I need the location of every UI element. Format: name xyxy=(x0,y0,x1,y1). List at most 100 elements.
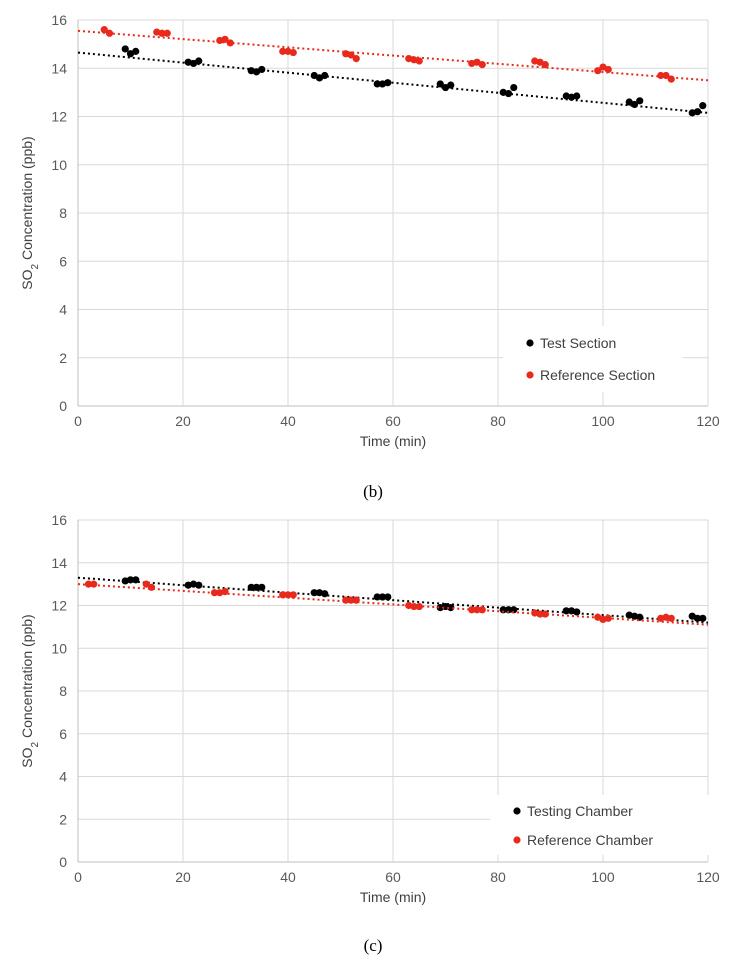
legend-marker xyxy=(526,371,534,379)
x-tick-label: 40 xyxy=(280,413,296,429)
y-tick-label: 6 xyxy=(59,253,67,269)
data-point xyxy=(352,55,360,63)
data-point xyxy=(247,583,255,591)
chart-panel-c: 0 2 4 6 8 10 12 14 16 0 20 40 60 80 100 120 Time (min) SO… xyxy=(19,512,720,955)
chart-panel-b: 0 2 4 6 8 10 12 14 16 0 20 40 60 80 100 120 Time (min) SO… xyxy=(19,12,720,501)
data-point xyxy=(321,590,329,598)
data-point xyxy=(504,89,513,98)
data-point xyxy=(163,29,171,37)
data-point xyxy=(289,48,297,57)
x-tick-label: 0 xyxy=(74,413,82,429)
data-point xyxy=(473,606,481,614)
x-tick-label: 100 xyxy=(591,869,615,885)
data-point xyxy=(594,67,602,75)
data-point xyxy=(693,614,702,622)
data-point xyxy=(284,591,292,599)
data-point xyxy=(121,45,129,53)
x-tick-label: 20 xyxy=(175,413,191,429)
data-point xyxy=(657,71,665,80)
y-tick-label: 6 xyxy=(59,726,67,742)
data-point xyxy=(478,606,486,614)
data-point xyxy=(415,602,423,611)
data-point xyxy=(105,29,114,37)
data-point xyxy=(310,589,318,597)
y-tick-label: 10 xyxy=(51,640,67,656)
y-tick-label: 0 xyxy=(59,854,67,870)
data-point xyxy=(478,61,486,69)
data-point xyxy=(662,71,670,80)
y-tick-label: 8 xyxy=(59,683,67,699)
legend-box xyxy=(490,795,715,855)
data-point xyxy=(504,606,513,614)
x-tick-label: 0 xyxy=(74,869,82,885)
y-tick-label: 12 xyxy=(51,598,67,614)
data-point xyxy=(699,614,707,622)
data-point xyxy=(541,610,549,618)
data-point xyxy=(447,81,455,89)
data-point xyxy=(636,97,644,105)
y-tick-label: 4 xyxy=(59,769,67,785)
data-point xyxy=(158,29,166,37)
data-point xyxy=(289,591,297,599)
data-point xyxy=(221,35,229,43)
data-point xyxy=(384,593,392,601)
data-point xyxy=(436,80,444,88)
data-point xyxy=(630,100,639,109)
y-tick-label: 10 xyxy=(51,157,67,173)
data-point xyxy=(536,610,544,618)
y-tick-label: 16 xyxy=(51,12,67,28)
legend-label: Reference Section xyxy=(540,367,655,383)
legend: Test Section Reference Section xyxy=(503,326,683,392)
data-point xyxy=(132,576,140,584)
x-tick-label: 80 xyxy=(490,413,506,429)
series-test-section xyxy=(77,45,709,117)
data-point xyxy=(258,65,266,74)
data-point xyxy=(100,26,108,34)
data-point xyxy=(210,589,219,597)
data-point xyxy=(90,580,98,588)
trendline xyxy=(77,51,709,114)
data-point xyxy=(468,606,476,614)
data-point xyxy=(499,606,507,614)
data-point xyxy=(447,604,455,612)
data-point xyxy=(541,61,549,69)
data-point xyxy=(126,576,135,584)
data-point xyxy=(252,583,261,591)
data-point xyxy=(258,583,266,591)
legend: Testing Chamber Reference Chamber xyxy=(490,795,715,855)
data-point xyxy=(347,596,355,604)
legend-label: Testing Chamber xyxy=(527,803,633,819)
y-axis-label: SO2 Concentration (ppb) xyxy=(19,136,41,289)
data-point xyxy=(342,596,350,604)
x-axis-label: Time (min) xyxy=(360,889,426,905)
y-tick-label: 4 xyxy=(59,302,67,318)
trendline xyxy=(77,576,709,624)
data-point xyxy=(147,583,156,591)
y-tick-label: 12 xyxy=(51,109,67,125)
data-point xyxy=(373,80,381,88)
y-tick-label: 14 xyxy=(51,60,67,76)
data-point xyxy=(693,108,702,116)
y-tick-label: 14 xyxy=(51,555,67,571)
data-point xyxy=(279,47,287,55)
x-tick-label: 80 xyxy=(490,869,506,885)
legend-label: Reference Chamber xyxy=(527,832,653,848)
data-point xyxy=(510,606,518,614)
x-tick-label: 120 xyxy=(696,869,720,885)
data-point xyxy=(352,596,360,604)
data-point xyxy=(321,71,329,80)
y-tick-label: 8 xyxy=(59,205,67,221)
data-point xyxy=(279,591,287,599)
y-axis-label: SO2 Concentration (ppb) xyxy=(19,614,41,767)
x-tick-label: 100 xyxy=(591,413,615,429)
data-point xyxy=(699,102,707,110)
legend-marker xyxy=(526,339,534,347)
y-tick-label: 16 xyxy=(51,512,67,528)
series-testing-chamber xyxy=(77,576,709,624)
legend-marker xyxy=(513,836,521,844)
data-point xyxy=(667,75,675,83)
data-point xyxy=(142,580,150,588)
legend-marker xyxy=(513,807,521,815)
y-tick-label: 2 xyxy=(59,811,67,827)
